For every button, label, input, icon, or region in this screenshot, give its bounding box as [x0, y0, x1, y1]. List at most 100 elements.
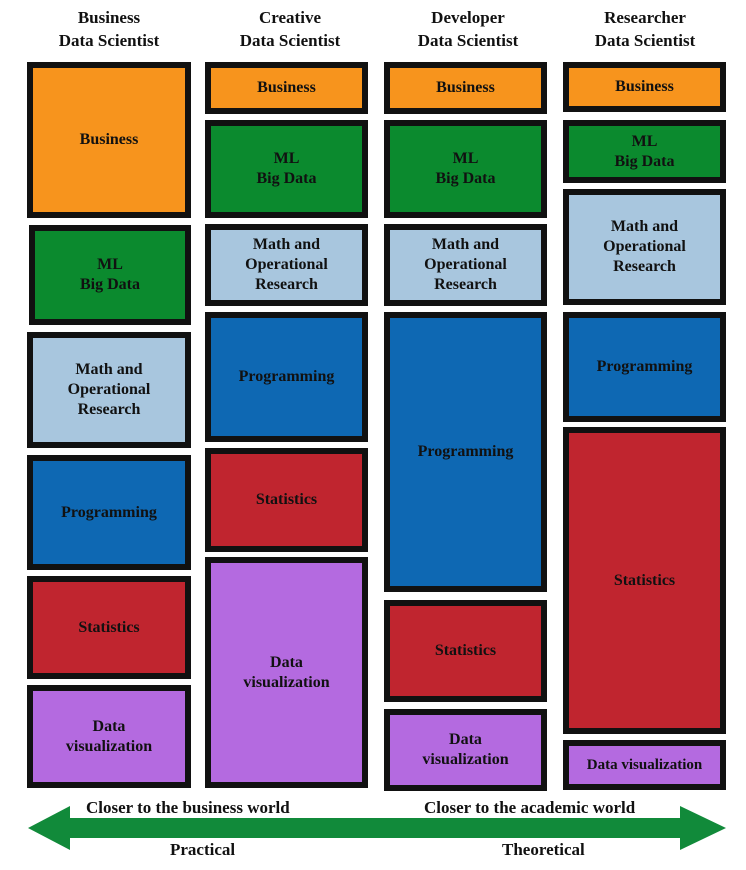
column-title-line: Data Scientist — [417, 31, 519, 50]
box-label-line: Statistics — [613, 571, 676, 589]
box-label: Business — [436, 78, 495, 98]
box-label: Business — [80, 130, 139, 150]
box-label-line: Math and — [610, 218, 679, 235]
box-label: Data visualization — [66, 717, 152, 757]
box-label-line: Business — [79, 131, 139, 148]
box-label-line: Programming — [417, 443, 514, 460]
box-data-visualization: Data visualization — [563, 740, 726, 790]
box-label: Business — [257, 78, 316, 98]
box-label-line: Business — [257, 79, 316, 96]
box-label-line: Statistics — [78, 618, 140, 636]
box-statistics: Statistics — [205, 448, 368, 552]
box-data-visualization: Data visualization — [384, 709, 547, 791]
arrow-shape — [28, 806, 726, 850]
box-math-operational-research: Math and Operational Research — [384, 224, 547, 306]
box-label: ML Big Data — [257, 149, 317, 189]
column-title-researcher: Researcher Data Scientist — [555, 6, 735, 52]
box-label-line: Data — [270, 653, 303, 671]
box-label-line: Big Data — [256, 170, 317, 187]
label-theoretical: Theoretical — [502, 840, 585, 859]
box-statistics: Statistics — [27, 576, 191, 679]
box-label: Data visualization — [587, 755, 702, 775]
box-data-visualization: Data visualization — [205, 557, 368, 788]
box-label-line: visualization — [243, 673, 330, 691]
column-title-line: Business — [77, 8, 141, 27]
box-ml-big-data: ML Big Data — [29, 225, 191, 325]
box-label-line: Math and — [431, 236, 500, 253]
box-label-line: visualization — [422, 751, 509, 768]
column-title-developer: Developer Data Scientist — [378, 6, 558, 52]
box-label-line: Research — [77, 401, 141, 418]
box-label-line: Operational — [245, 256, 328, 273]
box-label-line: Big Data — [80, 276, 140, 293]
box-label: Programming — [597, 357, 693, 377]
box-label: ML Big Data — [436, 149, 496, 189]
box-label-line: ML — [97, 256, 123, 273]
box-label-line: Data — [92, 717, 126, 735]
box-label: Statistics — [614, 571, 675, 591]
box-label-line: Business — [436, 79, 495, 96]
box-statistics: Statistics — [563, 427, 726, 734]
box-label-line: ML — [452, 150, 479, 167]
column-title-creative: Creative Data Scientist — [200, 6, 380, 52]
box-label: Data visualization — [422, 730, 508, 770]
box-label-line: Math and — [252, 236, 321, 253]
box-label: Data visualization — [243, 653, 329, 693]
box-ml-big-data: ML Big Data — [384, 120, 547, 218]
box-math-operational-research: Math and Operational Research — [563, 189, 726, 305]
label-closer-business: Closer to the business world — [86, 798, 290, 817]
double-arrow-icon — [28, 806, 726, 850]
column-title-business: Business Data Scientist — [19, 6, 199, 52]
box-label-line: Statistics — [255, 491, 318, 508]
box-label-line: Programming — [238, 368, 335, 385]
box-label: Statistics — [78, 618, 139, 638]
box-label-line: Big Data — [435, 170, 496, 187]
box-label: Math and Operational Research — [245, 235, 328, 295]
box-ml-big-data: ML Big Data — [205, 120, 368, 218]
box-programming: Programming — [384, 312, 547, 592]
box-label-line: Programming — [61, 503, 157, 521]
box-label-line: Big Data — [614, 152, 675, 170]
column-title-line: Researcher — [604, 8, 686, 27]
box-label-line: ML — [273, 150, 300, 167]
column-title-line: Data Scientist — [58, 31, 160, 50]
box-label-line: Data — [449, 731, 482, 748]
column-title-line: Developer — [431, 8, 505, 27]
box-label: Programming — [418, 442, 514, 462]
box-label: Programming — [239, 367, 335, 387]
box-label-line: Math and — [75, 361, 143, 378]
box-label: ML Big Data — [80, 255, 140, 295]
box-programming: Programming — [27, 455, 191, 570]
box-business: Business — [384, 62, 547, 114]
box-label: Math and Operational Research — [603, 217, 686, 277]
box-label-line: ML — [631, 132, 658, 150]
box-math-operational-research: Math and Operational Research — [27, 332, 191, 448]
box-data-visualization: Data visualization — [27, 685, 191, 788]
box-label: Math and Operational Research — [424, 235, 507, 295]
column-title-line: Creative — [259, 8, 321, 27]
box-label: Business — [615, 77, 674, 97]
column-title-line: Data Scientist — [239, 31, 341, 50]
box-label-line: Operational — [603, 238, 686, 255]
box-statistics: Statistics — [384, 600, 547, 702]
box-business: Business — [27, 62, 191, 218]
box-label: Statistics — [256, 490, 317, 510]
box-business: Business — [205, 62, 368, 114]
box-math-operational-research: Math and Operational Research — [205, 224, 368, 306]
box-label: Programming — [61, 503, 157, 523]
box-label: ML Big Data — [615, 132, 675, 172]
box-label-line: Research — [434, 276, 497, 293]
box-label-line: Programming — [596, 358, 693, 375]
label-closer-academic: Closer to the academic world — [424, 798, 636, 817]
box-label-line: visualization — [65, 737, 153, 755]
box-label-line: Operational — [67, 381, 151, 398]
box-label-line: Research — [255, 276, 318, 293]
box-programming: Programming — [563, 312, 726, 422]
box-business: Business — [563, 62, 726, 112]
box-label-line: Data visualization — [586, 757, 703, 773]
box-label-line: Research — [613, 258, 676, 275]
box-label: Statistics — [435, 641, 496, 661]
column-title-line: Data Scientist — [594, 31, 696, 50]
box-programming: Programming — [205, 312, 368, 442]
box-label-line: Business — [615, 78, 674, 95]
